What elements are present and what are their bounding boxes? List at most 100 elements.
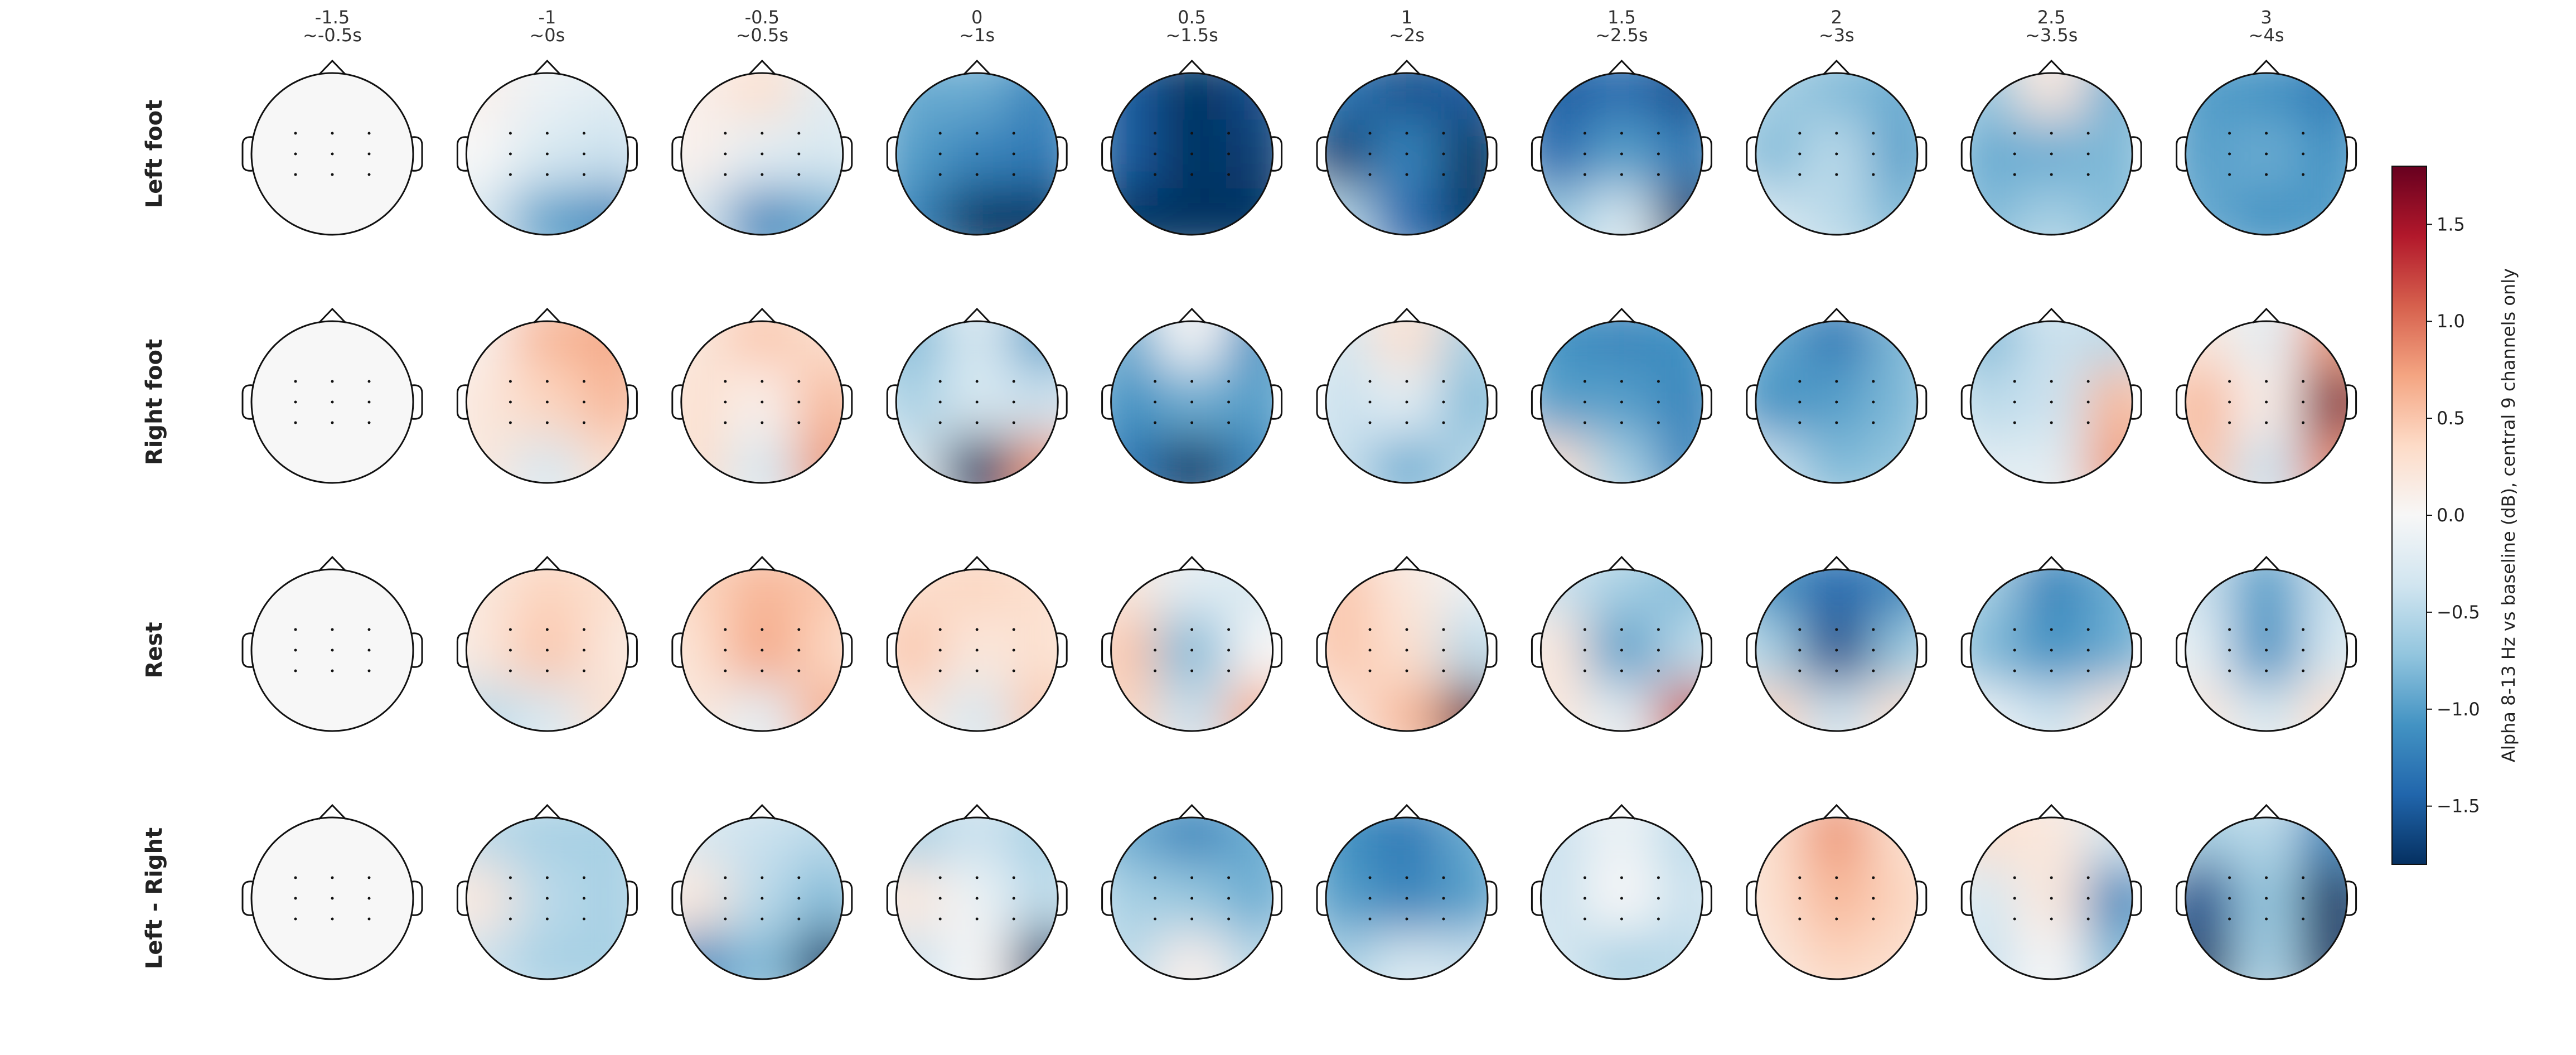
head-ear <box>1316 632 1328 668</box>
electrode-dot <box>545 380 549 383</box>
colorbar-tick-label: 0.0 <box>2437 505 2465 526</box>
head-ear <box>1101 632 1112 668</box>
electrode-dot <box>331 132 334 135</box>
head-ear <box>886 632 898 668</box>
electrode-dot <box>1190 380 1194 383</box>
head-ear <box>241 384 253 420</box>
head-ear <box>1960 632 1972 668</box>
electrode-dot <box>724 876 727 879</box>
electrode-dot <box>1583 917 1586 921</box>
electrode-dot <box>1405 917 1408 921</box>
head-nose <box>963 307 991 324</box>
electrode-dot <box>1798 649 1802 652</box>
head-nose <box>1392 307 1421 324</box>
electrode-dot <box>1872 917 1875 921</box>
electrode-dot <box>975 669 979 672</box>
topomap <box>671 555 853 732</box>
electrode-dot <box>2050 897 2053 900</box>
electrode-dot <box>1657 400 1660 404</box>
head-ear <box>2131 136 2142 172</box>
head-ear <box>1057 136 1068 172</box>
electrode-dot <box>2228 400 2231 404</box>
electrode-dot <box>1835 421 1838 424</box>
column-header-time: ~1s <box>959 25 995 46</box>
head-outline <box>1539 72 1703 236</box>
head-nose <box>963 555 991 572</box>
electrode-dot <box>367 173 371 176</box>
electrode-dot <box>1872 132 1875 135</box>
column-header-value: -0.5 <box>745 7 779 28</box>
head-ear <box>2176 880 2187 916</box>
topomap <box>241 307 423 484</box>
head-ear <box>1271 384 1283 420</box>
topomap <box>1101 307 1283 484</box>
head-ear <box>671 880 682 916</box>
topomap <box>2176 804 2357 980</box>
electrode-dot <box>938 152 942 156</box>
head-ear <box>1916 632 1928 668</box>
electrode-dot <box>2050 421 2053 424</box>
electrode-dot <box>367 628 371 631</box>
electrode-dot <box>2302 152 2305 156</box>
electrode-dot <box>1227 669 1231 672</box>
electrode-dot <box>2302 421 2305 424</box>
electrode-dot <box>331 152 334 156</box>
electrode-dot <box>509 132 512 135</box>
electrode-dot <box>294 649 297 652</box>
electrode-dot <box>331 400 334 404</box>
electrode-dot <box>2050 380 2053 383</box>
electrode-dot <box>1012 897 1015 900</box>
electrode-dot <box>509 876 512 879</box>
electrode-dot <box>1798 173 1802 176</box>
head-nose <box>748 804 776 820</box>
electrode-dot <box>2086 173 2090 176</box>
electrode-dot <box>2228 649 2231 652</box>
topomap <box>1960 555 2142 732</box>
electrode-dot <box>1227 876 1231 879</box>
electrode-dot <box>545 132 549 135</box>
electrode-dot <box>294 669 297 672</box>
head-nose <box>1822 307 1851 324</box>
electrode-dot <box>1872 400 1875 404</box>
electrode-dot <box>761 400 764 404</box>
electrode-dot <box>1620 917 1623 921</box>
electrode-dot <box>582 628 585 631</box>
electrode-dot <box>545 400 549 404</box>
electrode-dot <box>1620 400 1623 404</box>
topomap <box>1316 59 1498 236</box>
electrode-dot <box>1657 132 1660 135</box>
topomap <box>1531 59 1712 236</box>
electrode-dot <box>1835 917 1838 921</box>
electrode-dot <box>1657 917 1660 921</box>
head-ear <box>1486 384 1498 420</box>
head-nose <box>1822 555 1851 572</box>
electrode-dot <box>1872 421 1875 424</box>
electrode-dot <box>1227 897 1231 900</box>
electrode-dot <box>331 897 334 900</box>
electrode-dot <box>1620 669 1623 672</box>
electrode-dot <box>1190 917 1194 921</box>
electrode-dot <box>2265 649 2268 652</box>
head-outline <box>895 568 1059 732</box>
electrode-dot <box>761 917 764 921</box>
head-ear <box>1701 880 1712 916</box>
electrode-dot <box>1657 152 1660 156</box>
electrode-dot <box>1657 173 1660 176</box>
column-header-value: -1 <box>538 7 556 28</box>
electrode-dot <box>545 649 549 652</box>
electrode-dot <box>975 628 979 631</box>
electrode-dot <box>1190 421 1194 424</box>
electrode-dot <box>1657 380 1660 383</box>
electrode-dot <box>724 132 727 135</box>
electrode-dot <box>797 876 801 879</box>
head-nose <box>1822 59 1851 76</box>
electrode-dot <box>1154 897 1157 900</box>
electrode-dot <box>1583 669 1586 672</box>
electrode-dot <box>2050 152 2053 156</box>
electrode-dot <box>797 628 801 631</box>
electrode-dot <box>582 421 585 424</box>
electrode-dot <box>2265 897 2268 900</box>
column-header-time: ~-0.5s <box>303 25 362 46</box>
electrode-dot <box>1583 897 1586 900</box>
electrode-dot <box>1227 173 1231 176</box>
